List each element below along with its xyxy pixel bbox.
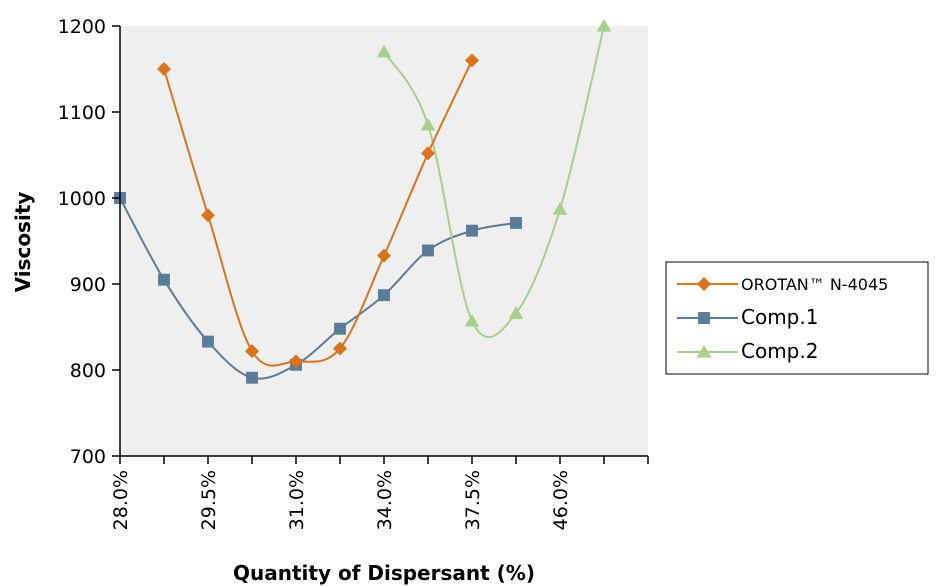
series-line [119, 197, 517, 380]
x-tick-label: 37.5% [462, 470, 484, 530]
data-point [246, 371, 258, 384]
data-point [202, 335, 214, 348]
data-point [596, 19, 612, 32]
data-point [552, 202, 568, 215]
x-tick-label: 29.5% [198, 470, 220, 530]
legend-marker [696, 345, 712, 358]
plot-area [120, 26, 648, 456]
data-point [333, 341, 347, 356]
y-ticks: 700 800 900 1000 1100 1200 [58, 16, 120, 468]
x-ticks: 28.0% 29.5% 31.0% 34.0% 37.5% 46.0% [110, 456, 649, 530]
data-point [245, 344, 259, 359]
data-point [466, 224, 478, 237]
data-point [464, 313, 480, 327]
data-point [378, 289, 390, 302]
y-tick-label: 1200 [58, 16, 106, 38]
data-point [420, 117, 436, 131]
data-point [289, 354, 303, 369]
data-point [376, 44, 392, 58]
data-point [334, 322, 346, 335]
legend: OROTAN™ N-4045 Comp.1 Comp.2 [677, 275, 888, 363]
y-tick-label: 1100 [58, 102, 106, 124]
y-tick-label: 700 [70, 446, 106, 468]
data-point [157, 62, 171, 76]
data-point [421, 146, 435, 161]
data-point [510, 216, 522, 229]
data-point [422, 244, 434, 257]
x-tick-label: 31.0% [286, 470, 308, 530]
legend-label: Comp.1 [741, 305, 818, 329]
legend-label: OROTAN™ N-4045 [741, 275, 888, 294]
x-tick-label: 34.0% [374, 470, 396, 530]
y-axis-title: Viscosity [11, 192, 35, 293]
data-point [201, 208, 215, 223]
y-tick-label: 1000 [58, 188, 106, 210]
data-point [377, 248, 391, 263]
x-tick-label: 46.0% [550, 470, 572, 530]
x-axis-title: Quantity of Dispersant (%) [233, 561, 535, 585]
x-tick-label: 28.0% [110, 470, 132, 530]
legend-marker [698, 312, 710, 324]
data-point [465, 53, 479, 68]
data-point [158, 273, 170, 286]
series-layer [114, 19, 612, 384]
y-tick-label: 800 [70, 360, 106, 382]
data-point [508, 306, 524, 319]
legend-label: Comp.2 [741, 339, 818, 363]
legend-marker [697, 277, 711, 291]
y-tick-label: 900 [70, 274, 106, 296]
